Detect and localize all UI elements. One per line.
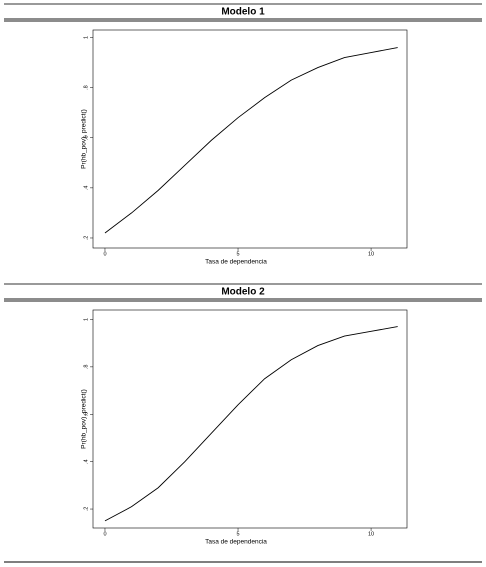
y-axis-label: Pr(hb_pov), predict() bbox=[81, 389, 88, 449]
y-tick-label: 1 bbox=[83, 318, 89, 321]
x-tick-label: 5 bbox=[236, 251, 239, 257]
y-tick-label: .4 bbox=[83, 459, 89, 464]
x-axis-label: Tasa de dependencia bbox=[205, 259, 267, 266]
x-tick-label: 10 bbox=[368, 531, 374, 537]
x-axis-label: Tasa de dependencia bbox=[205, 539, 267, 546]
chart-title: Modelo 1 bbox=[221, 7, 265, 18]
y-tick-label: .6 bbox=[83, 412, 89, 417]
line bbox=[104, 47, 398, 234]
y-tick-label: 1 bbox=[83, 36, 89, 39]
x-tick-label: 0 bbox=[103, 531, 106, 537]
x-tick-label: 0 bbox=[103, 251, 106, 257]
y-tick-label: .2 bbox=[83, 507, 89, 512]
chart-title: Modelo 2 bbox=[221, 287, 265, 298]
y-tick-label: .4 bbox=[83, 186, 89, 191]
x-tick-label: 10 bbox=[368, 251, 374, 257]
line bbox=[104, 326, 398, 522]
title-bar bbox=[4, 18, 482, 22]
title-bar bbox=[4, 298, 482, 302]
y-tick-label: .8 bbox=[83, 365, 89, 370]
y-axis-label: Pr(hb_pov), predict() bbox=[81, 109, 88, 169]
y-tick-label: .8 bbox=[83, 85, 89, 90]
x-tick-label: 5 bbox=[236, 531, 239, 537]
plot-box bbox=[92, 309, 408, 529]
y-tick-label: .2 bbox=[83, 236, 89, 241]
y-tick-label: .6 bbox=[83, 135, 89, 140]
plot-box bbox=[92, 29, 408, 249]
